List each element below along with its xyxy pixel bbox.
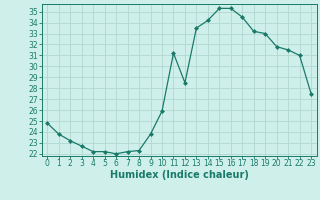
X-axis label: Humidex (Indice chaleur): Humidex (Indice chaleur) <box>110 170 249 180</box>
